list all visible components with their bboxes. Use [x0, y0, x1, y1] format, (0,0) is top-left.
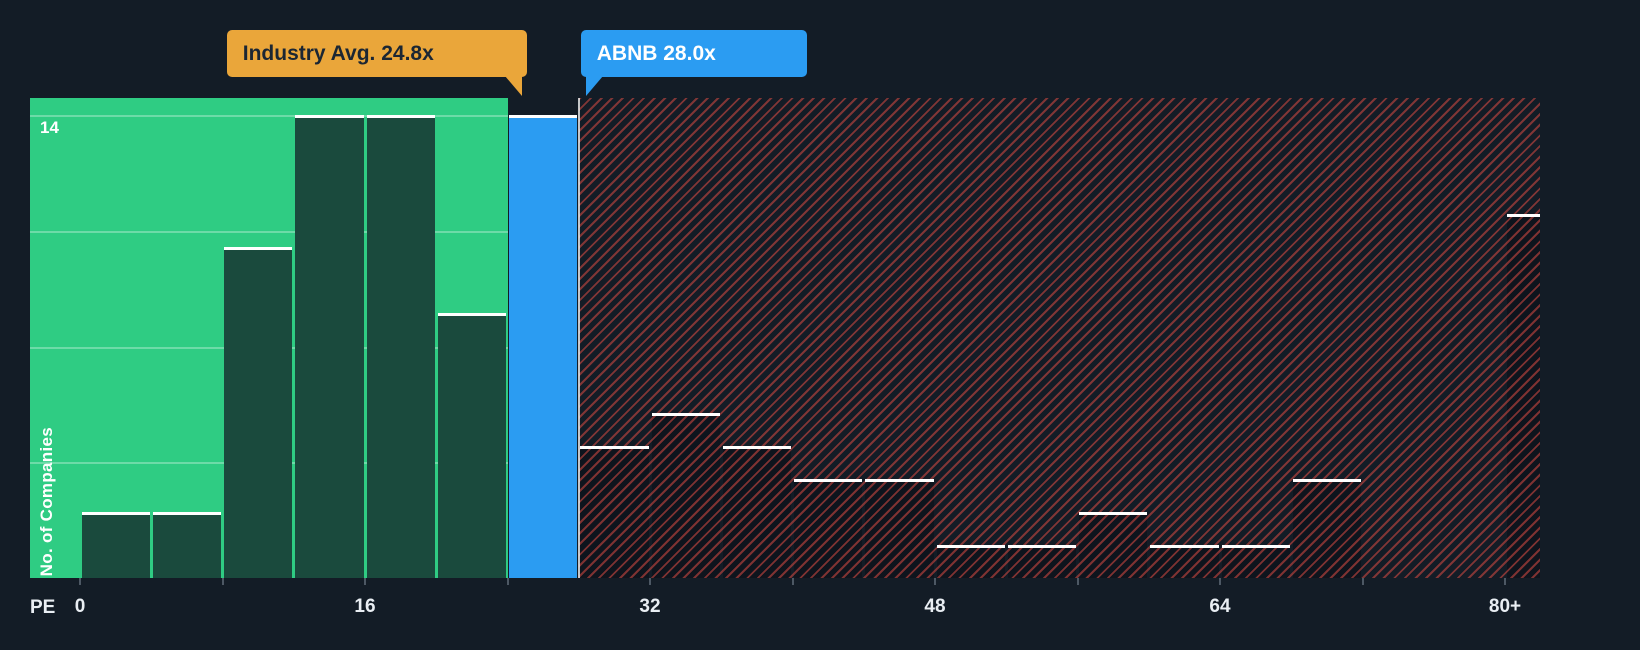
bar-top-cap	[1079, 511, 1148, 515]
histogram-bar-0-4[interactable]	[81, 511, 150, 578]
bar-top-cap	[1221, 544, 1290, 548]
company-label: ABNB 28.0x	[596, 41, 716, 65]
histogram-bar-8-12[interactable]	[224, 247, 293, 578]
x-axis-tick	[1361, 578, 1364, 585]
bar-top-cap	[1150, 544, 1219, 548]
histogram-bar-12-16[interactable]	[295, 115, 364, 578]
bar-top-cap	[295, 115, 364, 118]
callout-pointer-down-icon	[585, 76, 603, 96]
bar-top-cap	[580, 445, 649, 449]
industry-average-callout: Industry Avg. 24.8x	[226, 30, 527, 96]
bar-top-cap	[1506, 214, 1540, 218]
x-axis-tick	[506, 578, 509, 585]
x-axis-tick-label: 80+	[1488, 596, 1522, 617]
x-axis-tick-label: 16	[354, 596, 376, 617]
bar-top-cap	[865, 478, 934, 482]
bar-top-cap	[651, 412, 720, 416]
industry-average-label: Industry Avg. 24.8x	[242, 41, 434, 65]
bar-top-cap	[437, 313, 506, 317]
x-axis-tick	[934, 578, 936, 585]
bar-top-cap	[936, 544, 1005, 548]
callout-pointer-down-icon	[504, 76, 522, 96]
x-axis-tick	[1219, 578, 1221, 585]
x-axis-tick-label: 0	[74, 596, 86, 617]
company-bar-24-28[interactable]	[509, 115, 578, 578]
x-axis-tick	[1076, 578, 1079, 585]
x-axis-tick	[791, 578, 794, 585]
histogram-bar-4-8[interactable]	[152, 511, 221, 578]
y-axis-max-label: 14	[40, 118, 59, 137]
gridline	[30, 230, 508, 233]
company-marker-line	[577, 98, 580, 578]
x-axis-tick-label: 48	[924, 596, 946, 617]
bar-top-cap	[81, 511, 150, 515]
above-average-hatch-zone	[578, 98, 1540, 578]
x-axis-tick	[79, 578, 81, 585]
x-axis-tick	[649, 578, 651, 585]
gridline	[30, 115, 508, 117]
company-callout: ABNB 28.0x	[580, 30, 807, 96]
x-axis-tick	[1504, 578, 1506, 585]
bar-top-cap	[366, 115, 435, 118]
bar-top-cap	[794, 478, 863, 482]
bar-top-cap	[152, 511, 221, 515]
bar-top-cap	[509, 115, 578, 118]
bar-top-cap	[722, 445, 791, 449]
bar-top-cap	[224, 247, 293, 251]
plot-area	[30, 98, 1540, 578]
histogram-bar-16-20[interactable]	[366, 115, 435, 578]
bar-top-cap	[1292, 478, 1361, 482]
x-axis-tick	[221, 578, 224, 585]
y-axis-title: No. of Companies	[37, 426, 56, 576]
x-axis-tick	[364, 578, 366, 585]
x-axis-tick-label: 64	[1209, 596, 1231, 617]
x-axis-tick-label: 32	[639, 596, 661, 617]
bar-top-cap	[1007, 544, 1076, 548]
histogram-bar-20-24[interactable]	[437, 313, 506, 578]
x-axis-title: PE	[30, 597, 56, 618]
